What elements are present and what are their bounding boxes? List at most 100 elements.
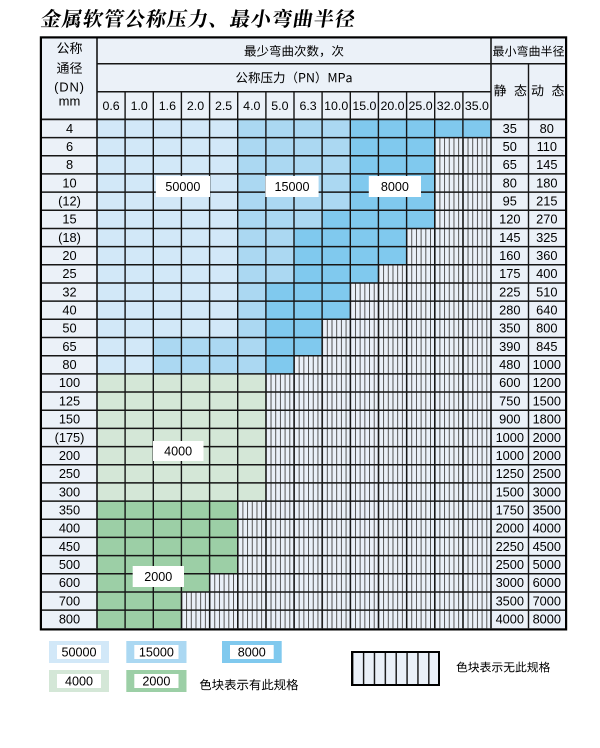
svg-text:4.0: 4.0 xyxy=(243,99,260,113)
svg-text:1.6: 1.6 xyxy=(159,99,176,113)
svg-text:215: 215 xyxy=(536,194,557,209)
svg-text:15.0: 15.0 xyxy=(352,99,376,113)
svg-text:1000: 1000 xyxy=(496,448,524,463)
svg-text:80: 80 xyxy=(540,121,554,136)
svg-text:1200: 1200 xyxy=(533,375,561,390)
svg-text:5000: 5000 xyxy=(533,557,561,572)
svg-text:110: 110 xyxy=(537,139,557,154)
svg-text:450: 450 xyxy=(59,539,80,554)
svg-text:200: 200 xyxy=(59,448,80,463)
svg-text:3000: 3000 xyxy=(533,484,561,499)
svg-text:10.0: 10.0 xyxy=(324,99,348,113)
svg-text:80: 80 xyxy=(62,357,76,372)
svg-text:4000: 4000 xyxy=(496,612,524,627)
svg-text:80: 80 xyxy=(503,175,517,190)
svg-text:480: 480 xyxy=(499,357,520,372)
svg-text:2.5: 2.5 xyxy=(215,99,232,113)
svg-text:2000: 2000 xyxy=(533,430,561,445)
svg-text:50000: 50000 xyxy=(165,180,200,194)
svg-text:360: 360 xyxy=(536,248,557,263)
svg-text:15000: 15000 xyxy=(139,646,174,660)
svg-text:8000: 8000 xyxy=(238,646,266,660)
svg-text:8000: 8000 xyxy=(533,612,561,627)
svg-text:3500: 3500 xyxy=(533,503,561,518)
svg-text:6: 6 xyxy=(66,139,73,154)
svg-text:10: 10 xyxy=(62,175,76,190)
svg-text:1800: 1800 xyxy=(533,412,561,427)
svg-text:8: 8 xyxy=(66,157,73,172)
svg-text:150: 150 xyxy=(59,412,80,427)
svg-text:600: 600 xyxy=(499,375,520,390)
svg-text:(12): (12) xyxy=(58,194,81,209)
svg-text:2000: 2000 xyxy=(533,448,561,463)
svg-text:4: 4 xyxy=(66,121,73,136)
svg-text:32: 32 xyxy=(62,284,76,299)
svg-text:mm: mm xyxy=(59,94,81,109)
svg-text:145: 145 xyxy=(536,157,557,172)
svg-text:800: 800 xyxy=(59,612,80,627)
svg-text:35: 35 xyxy=(503,121,517,136)
svg-text:15: 15 xyxy=(62,212,76,227)
svg-text:6.3: 6.3 xyxy=(299,99,316,113)
svg-text:3000: 3000 xyxy=(496,575,524,590)
svg-text:6000: 6000 xyxy=(533,575,561,590)
svg-text:600: 600 xyxy=(59,575,80,590)
svg-text:800: 800 xyxy=(536,321,557,336)
svg-text:(DN): (DN) xyxy=(54,80,85,95)
svg-text:1250: 1250 xyxy=(496,466,524,481)
svg-text:(18): (18) xyxy=(58,230,81,245)
svg-text:8000: 8000 xyxy=(381,180,409,194)
svg-text:1750: 1750 xyxy=(496,503,524,518)
svg-text:2500: 2500 xyxy=(533,466,561,481)
svg-text:700: 700 xyxy=(59,593,80,608)
svg-text:1500: 1500 xyxy=(533,393,561,408)
svg-text:4000: 4000 xyxy=(65,675,93,689)
svg-text:120: 120 xyxy=(499,212,520,227)
svg-text:750: 750 xyxy=(499,393,520,408)
svg-text:2.0: 2.0 xyxy=(187,99,204,113)
svg-text:100: 100 xyxy=(59,375,80,390)
svg-text:5.0: 5.0 xyxy=(271,99,288,113)
svg-text:3500: 3500 xyxy=(496,593,524,608)
svg-text:350: 350 xyxy=(499,321,520,336)
svg-text:1.0: 1.0 xyxy=(131,99,148,113)
svg-text:50000: 50000 xyxy=(61,646,96,660)
svg-text:32.0: 32.0 xyxy=(437,99,461,113)
svg-text:900: 900 xyxy=(499,412,520,427)
svg-text:65: 65 xyxy=(503,157,517,172)
svg-text:0.6: 0.6 xyxy=(102,99,119,113)
svg-text:270: 270 xyxy=(536,212,557,227)
svg-text:180: 180 xyxy=(536,175,557,190)
svg-text:2000: 2000 xyxy=(144,570,172,584)
svg-text:7000: 7000 xyxy=(533,593,561,608)
svg-text:400: 400 xyxy=(536,266,557,281)
svg-text:4000: 4000 xyxy=(533,521,561,536)
svg-text:400: 400 xyxy=(59,521,80,536)
svg-text:35.0: 35.0 xyxy=(465,99,489,113)
svg-text:15000: 15000 xyxy=(274,180,309,194)
svg-text:350: 350 xyxy=(59,503,80,518)
svg-text:845: 845 xyxy=(536,339,557,354)
svg-text:50: 50 xyxy=(503,139,517,154)
svg-text:50: 50 xyxy=(62,321,76,336)
svg-text:40: 40 xyxy=(62,303,76,318)
svg-text:125: 125 xyxy=(59,393,80,408)
svg-text:2250: 2250 xyxy=(496,539,524,554)
svg-text:640: 640 xyxy=(536,303,557,318)
svg-text:(175): (175) xyxy=(55,430,85,445)
svg-text:20: 20 xyxy=(62,248,76,263)
svg-text:1000: 1000 xyxy=(533,357,561,372)
svg-text:1500: 1500 xyxy=(496,484,524,499)
svg-text:500: 500 xyxy=(59,557,80,572)
svg-text:65: 65 xyxy=(62,339,76,354)
svg-text:25: 25 xyxy=(62,266,76,281)
svg-text:2000: 2000 xyxy=(142,675,170,689)
svg-text:225: 225 xyxy=(499,284,520,299)
svg-text:145: 145 xyxy=(499,230,520,245)
svg-text:175: 175 xyxy=(499,266,520,281)
svg-text:390: 390 xyxy=(499,339,520,354)
svg-text:95: 95 xyxy=(503,194,517,209)
svg-text:300: 300 xyxy=(59,484,80,499)
svg-text:2000: 2000 xyxy=(496,521,524,536)
svg-text:510: 510 xyxy=(536,284,557,299)
